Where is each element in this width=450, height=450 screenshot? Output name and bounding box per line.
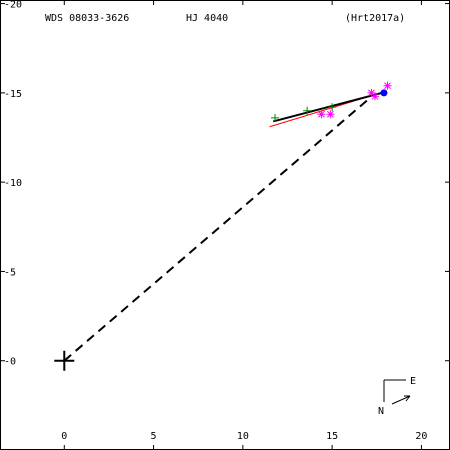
x-tick-label: 15 [326,431,338,442]
asterisk-marker [367,88,376,97]
x-tick-label: 20 [415,431,427,442]
plus-marker [328,103,337,112]
y-tick-label: -5 [4,267,16,278]
asterisk-marker [371,92,379,101]
motion-arrow-head [404,395,411,402]
x-tick-label: 10 [237,431,249,442]
plus-marker [271,113,279,122]
dashed-line-to-latest-position [63,97,371,362]
compass-indicator: E N [378,376,416,417]
orbit-fit-line [272,91,383,123]
y-tick-label: -10 [4,178,22,189]
asterisk-marker [317,110,326,119]
y-tick-label: -15 [4,89,22,100]
fit-lines [63,91,383,362]
primary-cross [54,350,75,371]
plus-marker [303,106,312,115]
x-tick-label: 5 [151,431,157,442]
axis-tick-labels: 0 5 10 15 20 -0 -5 -10 -15 -20 [4,0,427,442]
y-tick-label: -20 [4,0,22,11]
chart-title-left: WDS 08033-3626 [45,13,129,24]
motion-arrow-shaft [391,395,411,405]
observation-points [271,81,392,122]
x-tick-label: 0 [61,431,67,442]
chart-title-right: (Hrt2017a) [345,13,405,24]
chart-title-center: HJ 4040 [186,13,228,24]
asterisk-marker [383,81,392,90]
primary-star-marker [54,350,75,371]
dot-marker [380,89,388,97]
compass-north-label: N [378,406,384,417]
y-tick-label: -0 [4,357,16,368]
asterisk-marker [326,110,335,119]
compass-east-label: E [410,376,416,387]
